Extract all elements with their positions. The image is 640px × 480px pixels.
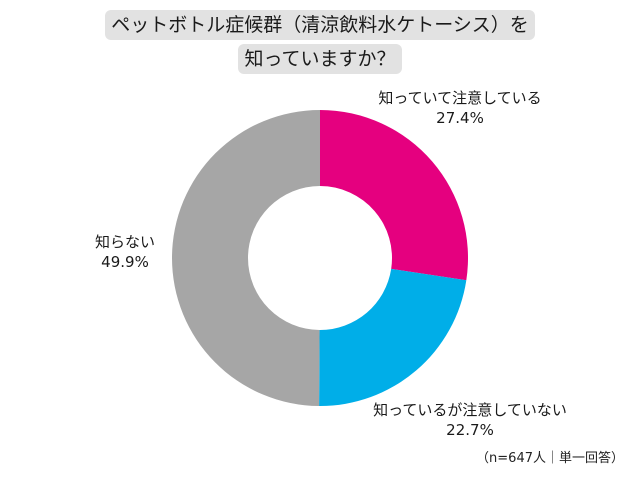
slice-value-aware-careful: 27.4% [436, 109, 484, 127]
sample-size-note: （n=647人｜単一回答） [476, 451, 624, 466]
slice-aware-careful [320, 110, 468, 281]
title-line-2: 知っていますか？ [238, 44, 402, 74]
slice-category-aware-careful: 知っていて注意している [378, 89, 542, 107]
slice-unaware [172, 110, 320, 406]
title-line-1: ペットボトル症候群（清涼飲料水ケトーシス）を [105, 10, 535, 40]
slice-category-unaware: 知らない [94, 233, 155, 251]
slice-label-unaware: 知らない 49.9% [70, 232, 180, 272]
chart-title: ペットボトル症候群（清涼飲料水ケトーシス）を 知っていますか？ [0, 10, 640, 78]
slice-aware-not-careful [319, 268, 467, 406]
slice-label-aware-not-careful: 知っているが注意していない 22.7% [330, 400, 610, 440]
slice-label-aware-careful: 知っていて注意している 27.4% [340, 88, 580, 128]
slice-value-unaware: 49.9% [101, 253, 149, 271]
slice-category-aware-not-careful: 知っているが注意していない [373, 401, 567, 419]
slice-value-aware-not-careful: 22.7% [446, 421, 494, 439]
